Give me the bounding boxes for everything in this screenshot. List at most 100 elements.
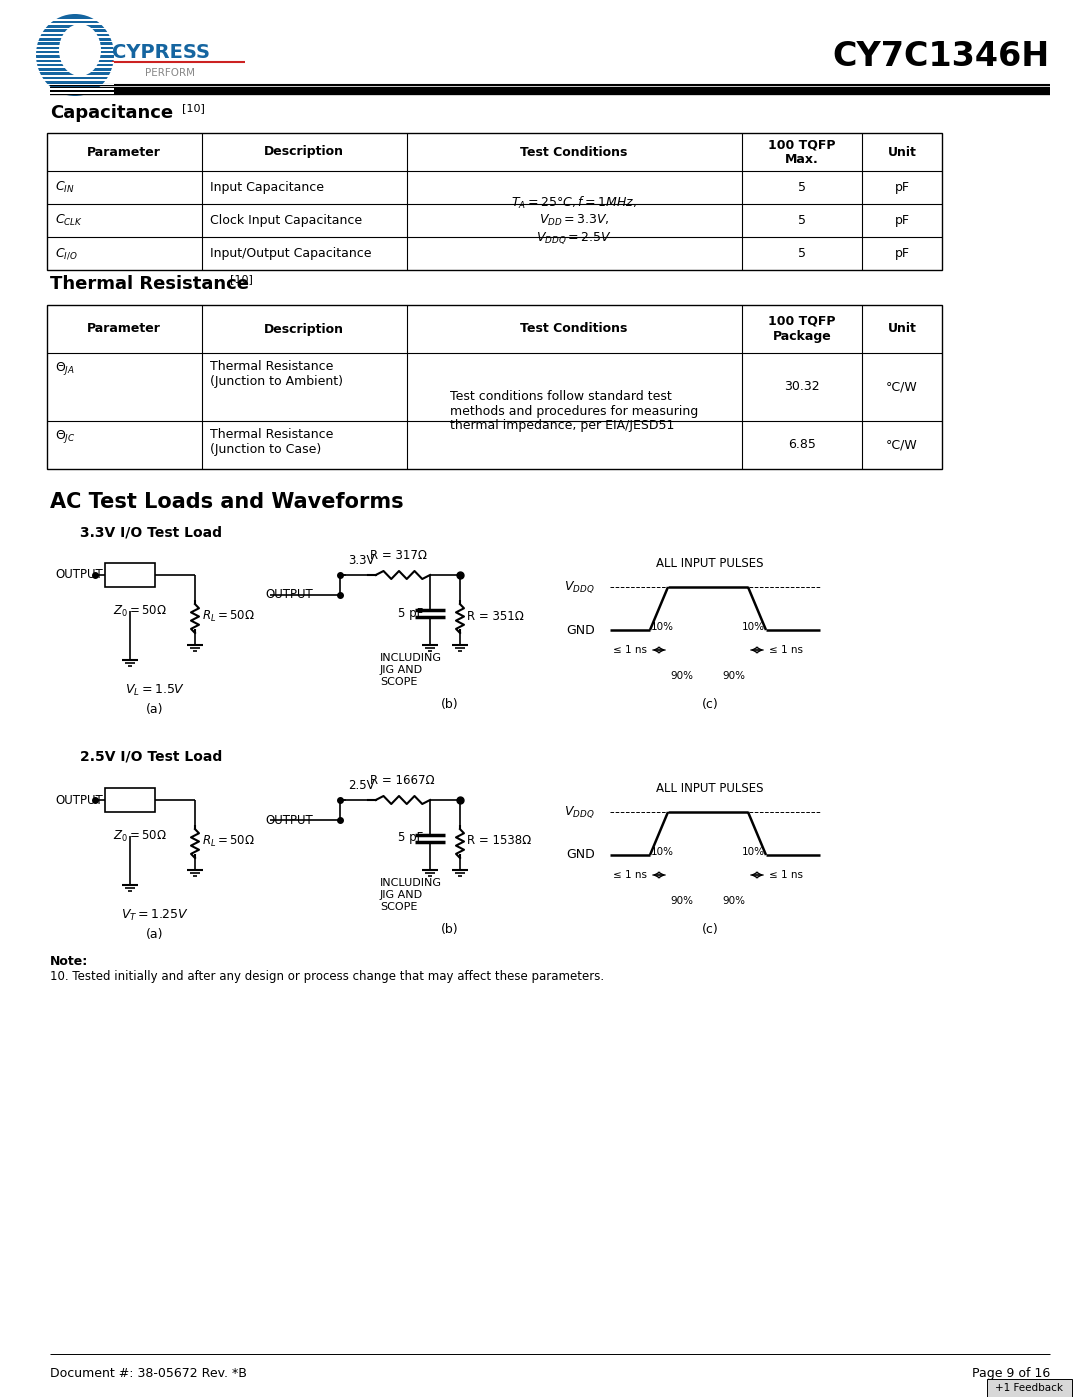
- Text: ≤ 1 ns: ≤ 1 ns: [769, 645, 804, 655]
- Text: Description: Description: [264, 145, 345, 158]
- Text: OUTPUT: OUTPUT: [265, 588, 313, 602]
- Text: ALL INPUT PULSES: ALL INPUT PULSES: [657, 782, 764, 795]
- Text: 2.5V: 2.5V: [348, 780, 375, 792]
- Text: $R_L = 50\Omega$: $R_L = 50\Omega$: [202, 834, 255, 848]
- Text: 30.32: 30.32: [784, 380, 820, 394]
- Text: (b): (b): [442, 698, 459, 711]
- Text: 10%: 10%: [742, 622, 765, 633]
- Text: 3.3V I/O Test Load: 3.3V I/O Test Load: [80, 525, 222, 539]
- Bar: [36, 32, 114, 34]
- Bar: [48, 133, 942, 270]
- Text: 2.5V I/O Test Load: 2.5V I/O Test Load: [80, 750, 222, 764]
- Text: Note:: Note:: [50, 956, 89, 968]
- Text: 100 TQFP
Package: 100 TQFP Package: [768, 314, 836, 344]
- Text: $R_L = 50\Omega$: $R_L = 50\Omega$: [202, 609, 255, 623]
- Text: $C_{IN}$: $C_{IN}$: [55, 180, 75, 196]
- Text: Test Conditions: Test Conditions: [521, 323, 627, 335]
- Bar: [36, 41, 114, 42]
- Text: pF: pF: [894, 214, 909, 226]
- Text: pF: pF: [894, 182, 909, 194]
- Text: 10. Tested initially and after any design or process change that may affect thes: 10. Tested initially and after any desig…: [50, 970, 604, 983]
- Bar: [36, 49, 114, 50]
- Text: AC Test Loads and Waveforms: AC Test Loads and Waveforms: [50, 492, 404, 511]
- Text: (b): (b): [442, 923, 459, 936]
- Text: (a): (a): [146, 928, 164, 942]
- Bar: [36, 36, 114, 38]
- Bar: [987, 1379, 1072, 1397]
- Text: Input Capacitance: Input Capacitance: [210, 182, 324, 194]
- Text: ALL INPUT PULSES: ALL INPUT PULSES: [657, 557, 764, 570]
- Text: [10]: [10]: [230, 274, 253, 284]
- Text: (c): (c): [702, 698, 718, 711]
- Text: 100 TQFP
Max.: 100 TQFP Max.: [768, 138, 836, 166]
- Bar: [105, 563, 156, 587]
- Text: Test Conditions: Test Conditions: [521, 145, 627, 158]
- Text: $Θ_{JC}$: $Θ_{JC}$: [55, 427, 76, 446]
- Text: Input/Output Capacitance: Input/Output Capacitance: [210, 247, 372, 260]
- Text: Clock Input Capacitance: Clock Input Capacitance: [210, 214, 362, 226]
- Text: CY7C1346H: CY7C1346H: [833, 41, 1050, 73]
- Text: R = 1538Ω: R = 1538Ω: [467, 834, 531, 848]
- Text: 3.3V: 3.3V: [348, 555, 375, 567]
- Text: pF: pF: [894, 247, 909, 260]
- Text: $V_{DDQ}$: $V_{DDQ}$: [565, 580, 595, 595]
- Bar: [36, 66, 114, 68]
- Ellipse shape: [36, 14, 114, 96]
- Text: $V_{DDQ}$: $V_{DDQ}$: [565, 805, 595, 820]
- Text: SCOPE: SCOPE: [380, 678, 417, 687]
- Text: OUTPUT: OUTPUT: [55, 569, 103, 581]
- Text: $Z_0 = 50\Omega$: $Z_0 = 50\Omega$: [113, 828, 167, 844]
- Text: OUTPUT: OUTPUT: [55, 793, 103, 806]
- Text: 6.85: 6.85: [788, 439, 815, 451]
- Bar: [36, 28, 114, 29]
- Text: Parameter: Parameter: [87, 323, 161, 335]
- Bar: [105, 788, 156, 812]
- Text: $Θ_{JA}$: $Θ_{JA}$: [55, 360, 75, 377]
- Text: 10%: 10%: [651, 848, 674, 858]
- Text: Thermal Resistance
(Junction to Case): Thermal Resistance (Junction to Case): [210, 427, 334, 455]
- Text: $V_T = 1.25V$: $V_T = 1.25V$: [121, 908, 189, 923]
- Text: $V_L = 1.5V$: $V_L = 1.5V$: [125, 683, 185, 698]
- Text: Document #: 38-05672 Rev. *B: Document #: 38-05672 Rev. *B: [50, 1368, 247, 1380]
- Text: SCOPE: SCOPE: [380, 902, 417, 912]
- Text: ≤ 1 ns: ≤ 1 ns: [613, 870, 647, 880]
- Text: 5 pF: 5 pF: [399, 606, 423, 619]
- Text: Description: Description: [264, 323, 345, 335]
- Text: 5 pF: 5 pF: [399, 831, 423, 845]
- Text: Parameter: Parameter: [87, 145, 161, 158]
- Text: PERFORM: PERFORM: [145, 68, 195, 78]
- Text: [10]: [10]: [183, 103, 205, 113]
- Bar: [36, 57, 114, 60]
- Text: Capacitance: Capacitance: [50, 103, 173, 122]
- Bar: [36, 80, 114, 81]
- Ellipse shape: [59, 24, 102, 75]
- Text: JIG AND: JIG AND: [380, 890, 423, 900]
- Text: GND: GND: [566, 623, 595, 637]
- Text: INCLUDING: INCLUDING: [380, 877, 442, 888]
- Bar: [36, 20, 114, 21]
- Text: Thermal Resistance
(Junction to Ambient): Thermal Resistance (Junction to Ambient): [210, 360, 343, 388]
- Text: Thermal Resistance: Thermal Resistance: [50, 275, 249, 293]
- Text: INCLUDING: INCLUDING: [380, 652, 442, 664]
- Text: R = 351Ω: R = 351Ω: [467, 609, 524, 623]
- Text: °C/W: °C/W: [886, 439, 918, 451]
- Text: (c): (c): [702, 923, 718, 936]
- Text: $C_{I/O}$: $C_{I/O}$: [55, 246, 78, 261]
- Text: Page 9 of 16: Page 9 of 16: [972, 1368, 1050, 1380]
- Text: $T_A = 25°C, f = 1 MHz,$
$V_{DD} = 3.3V,$
$V_{DDQ} = 2.5V$: $T_A = 25°C, f = 1 MHz,$ $V_{DD} = 3.3V,…: [511, 196, 637, 246]
- Bar: [36, 71, 114, 73]
- Text: +1 Feedback: +1 Feedback: [995, 1383, 1063, 1393]
- Bar: [48, 305, 942, 469]
- Text: 90%: 90%: [723, 895, 745, 905]
- Text: 90%: 90%: [723, 671, 745, 680]
- Text: JIG AND: JIG AND: [380, 665, 423, 675]
- Bar: [36, 88, 114, 89]
- Bar: [36, 92, 114, 94]
- Bar: [36, 45, 114, 46]
- Text: R = 317Ω: R = 317Ω: [370, 549, 427, 562]
- Text: 5: 5: [798, 182, 806, 194]
- Bar: [36, 75, 114, 77]
- Text: Unit: Unit: [888, 145, 917, 158]
- Text: GND: GND: [566, 848, 595, 862]
- Text: Unit: Unit: [888, 323, 917, 335]
